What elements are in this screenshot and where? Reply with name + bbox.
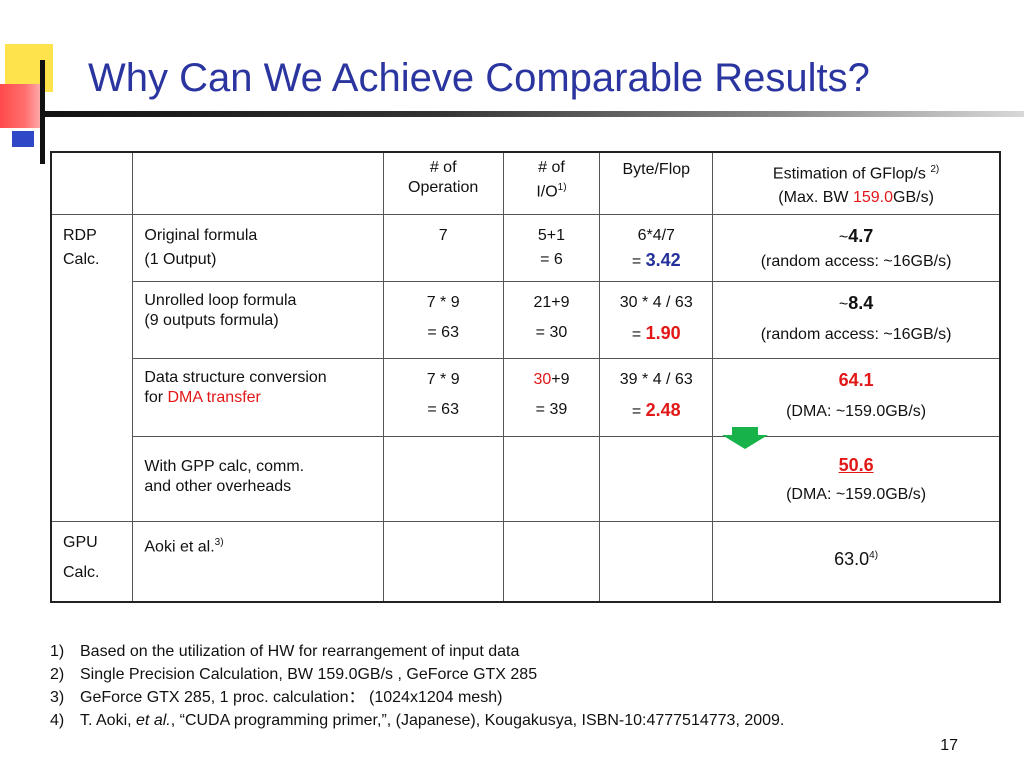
row-io (502, 520, 601, 603)
decor-blue-square (12, 131, 34, 147)
footnotes: 1) Based on the utilization of HW for rea… (50, 640, 784, 732)
row-io: 30+9 = 39 (502, 357, 601, 437)
row-byte-flop: 39 * 4 / 63 = 2.48 (599, 357, 714, 437)
row-operations (382, 520, 504, 603)
row-description: Aoki et al.3) (132, 520, 384, 603)
row-estimation: 50.6 (DMA: ~159.0GB/s) (712, 435, 1001, 522)
table-row: With GPP calc, comm. and other overheads… (51, 435, 1001, 522)
row-description: Original formula (1 Output) (132, 213, 384, 282)
table-header-row: # of Operation # of I/O1) Byte/Flop Esti… (50, 151, 1001, 215)
row-byte-flop: 6*4/7 = 3.42 (599, 213, 714, 282)
slide-title: Why Can We Achieve Comparable Results? (88, 56, 870, 100)
row-operations (382, 435, 504, 522)
group-gpu: GPU Calc. (50, 520, 134, 603)
row-operations: 7 * 9 = 63 (382, 357, 504, 437)
table-row: GPU Calc. Aoki et al.3) 63.04) (50, 520, 1001, 603)
results-table: # of Operation # of I/O1) Byte/Flop Esti… (50, 151, 1001, 603)
row-operations: 7 (382, 213, 504, 282)
decor-red-square (0, 84, 42, 128)
row-byte-flop (599, 435, 714, 522)
row-description: With GPP calc, comm. and other overheads (132, 435, 384, 522)
footnote: 1) Based on the utilization of HW for rea… (50, 643, 520, 660)
table-row: Data structure conversion for DMA transf… (51, 357, 1001, 437)
down-arrow-icon (722, 427, 768, 449)
header-estimation: Estimation of GFlop/s 2) (Max. BW 159.0G… (712, 151, 1001, 215)
footnote: 4) T. Aoki, et al., “CUDA programming pri… (50, 712, 785, 729)
row-io (502, 435, 601, 522)
footnote: 2) Single Precision Calculation, BW 159.0… (50, 666, 538, 683)
row-estimation: ~4.7 (random access: ~16GB/s) (712, 213, 1001, 282)
row-io: 21+9 = 30 (502, 280, 601, 359)
header-operations: # of Operation (382, 151, 504, 215)
row-byte-flop (599, 520, 714, 603)
header-io: # of I/O1) (502, 151, 601, 215)
footnote: 3) GeForce GTX 285, 1 proc. calculation： … (50, 689, 503, 706)
header-empty-cell (50, 151, 134, 215)
row-io: 5+1 = 6 (502, 213, 601, 282)
row-byte-flop: 30 * 4 / 63 = 1.90 (599, 280, 714, 359)
group-rdp: RDP Calc. (50, 213, 134, 522)
table-row: RDP Calc. Original formula (1 Output) 7 … (50, 213, 1001, 522)
page-number: 17 (940, 737, 958, 754)
row-description: Unrolled loop formula (9 outputs formula… (132, 280, 384, 359)
row-estimation: 63.04) (712, 520, 1001, 603)
header-byte-flop: Byte/Flop (599, 151, 714, 215)
row-description: Data structure conversion for DMA transf… (132, 357, 384, 437)
row-estimation: ~8.4 (random access: ~16GB/s) (712, 280, 1001, 359)
table-row: Unrolled loop formula (9 outputs formula… (51, 280, 1001, 359)
row-estimation: 64.1 (DMA: ~159.0GB/s) (712, 357, 1001, 437)
row-operations: 7 * 9 = 63 (382, 280, 504, 359)
header-empty-cell (132, 151, 384, 215)
title-underline (40, 111, 1024, 117)
